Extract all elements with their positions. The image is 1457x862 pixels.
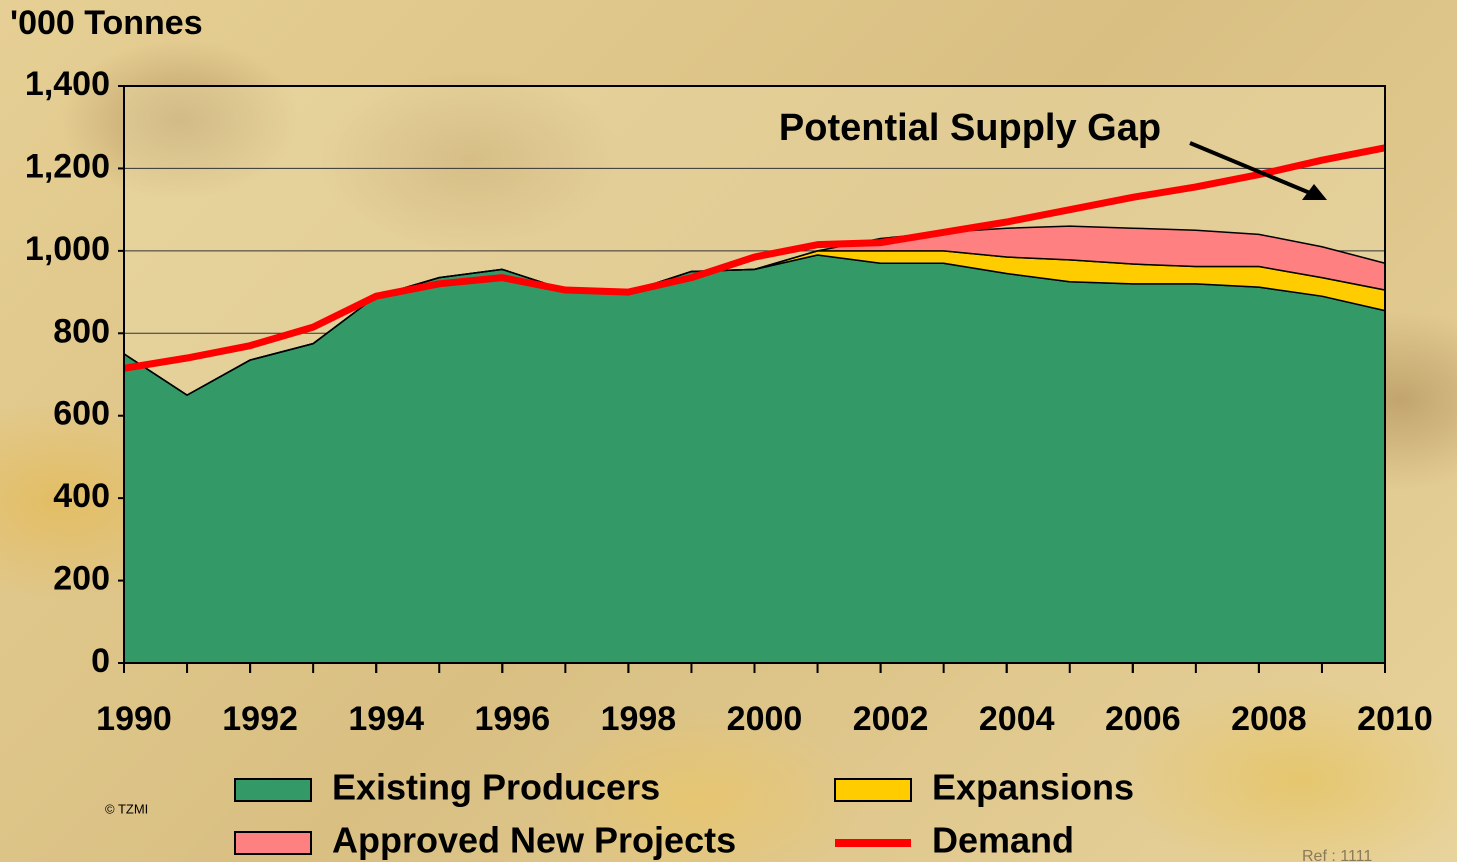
x-tick-label: 1996: [474, 700, 550, 738]
x-tick-label: 2006: [1105, 700, 1181, 738]
legend-label: Existing Producers: [332, 767, 660, 808]
legend-label: Expansions: [932, 767, 1134, 808]
y-tick-label: 400: [53, 477, 110, 515]
arrow-head: [1302, 184, 1327, 200]
y-tick-label: 800: [53, 312, 110, 350]
legend-swatch: [234, 831, 312, 855]
y-axis-label: '000 Tonnes: [10, 4, 203, 42]
legend-label: Approved New Projects: [332, 820, 736, 861]
y-tick-label: 0: [91, 642, 110, 680]
reference: Ref : 1111: [1302, 848, 1372, 862]
annotation-arrow: [1189, 141, 1311, 195]
x-tick-label: 2010: [1357, 700, 1433, 738]
y-tick-label: 200: [53, 560, 110, 598]
x-tick-label: 1994: [348, 700, 424, 738]
y-tick-label: 1,400: [25, 65, 110, 103]
x-tick-label: 2008: [1231, 700, 1307, 738]
copyright: © TZMI: [105, 801, 148, 816]
x-tick-label: 2000: [727, 700, 803, 738]
legend-swatch: [834, 778, 912, 802]
annotation: Potential Supply Gap: [779, 107, 1161, 149]
y-tick-label: 600: [53, 395, 110, 433]
y-tick-label: 1,200: [25, 147, 110, 185]
x-tick-label: 1992: [222, 700, 298, 738]
line: [123, 144, 1386, 372]
legend-swatch: [234, 778, 312, 802]
x-tick-label: 2004: [979, 700, 1055, 738]
x-tick-label: 1998: [601, 700, 677, 738]
x-tick-label: 1990: [96, 700, 172, 738]
legend-label: Demand: [932, 820, 1074, 861]
x-tick-label: 2002: [853, 700, 929, 738]
y-tick-label: 1,000: [25, 230, 110, 268]
